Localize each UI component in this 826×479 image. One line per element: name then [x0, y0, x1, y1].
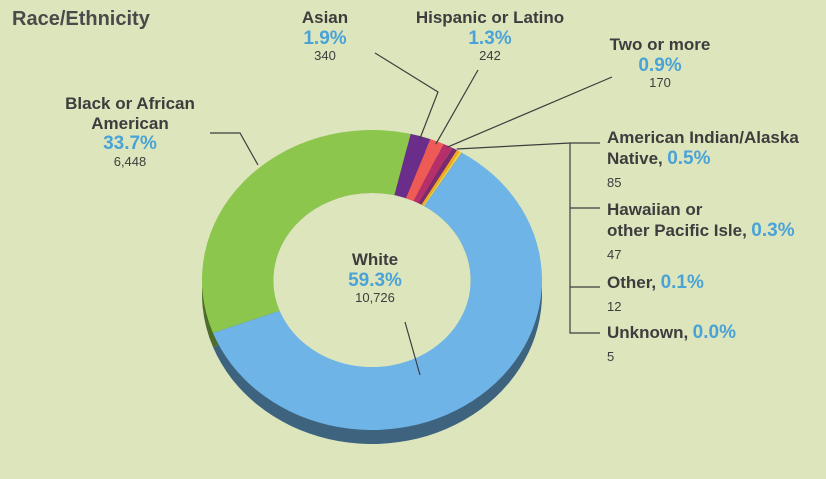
label-asian: Asian 1.9% 340: [275, 8, 375, 64]
label-asian-count: 340: [314, 48, 336, 64]
label-white: White 59.3% 10,726: [320, 250, 430, 306]
label-american-indian-count: 85: [607, 175, 622, 191]
label-unknown: Unknown, 0.0% 5: [607, 322, 736, 364]
donut-slice-8: [424, 152, 463, 207]
label-hawaiian-percent: 0.3%: [751, 220, 795, 242]
donut-slice-5: [418, 147, 458, 205]
donut-slice-0: [212, 152, 543, 430]
label-hawaiian: Hawaiian or other Pacific Isle, 0.3% 47: [607, 200, 795, 263]
label-hawaiian-count: 47: [607, 247, 622, 263]
label-black-percent: 33.7%: [103, 133, 157, 155]
leader-two-or-more: [447, 76, 613, 148]
label-hawaiian-line2: other Pacific Isle,: [607, 221, 747, 241]
label-two-or-more-name: Two or more: [609, 35, 711, 54]
label-white-name: White: [351, 250, 399, 269]
label-two-or-more: Two or more 0.9% 170: [595, 35, 725, 91]
donut-slice-4: [413, 143, 453, 204]
label-other-percent: 0.1%: [660, 272, 704, 293]
label-other-name: Other,: [607, 273, 657, 292]
label-american-indian-percent: 0.5%: [667, 148, 711, 170]
label-asian-percent: 1.9%: [303, 27, 347, 49]
leader-black: [210, 132, 259, 166]
label-black-name-line1: Black or African: [65, 94, 195, 113]
donut-slice-3: [405, 139, 444, 202]
label-asian-name: Asian: [301, 8, 349, 27]
label-hispanic-count: 242: [479, 48, 501, 64]
chart-title: Race/Ethnicity: [12, 8, 150, 30]
donut-hole: [273, 193, 471, 367]
leader-american-indian: [456, 142, 600, 150]
label-hawaiian-line1: Hawaiian or: [607, 200, 703, 219]
label-other: Other, 0.1% 12: [607, 272, 704, 314]
label-black: Black or African American 33.7% 6,448: [45, 94, 215, 170]
donut-slice-2: [394, 133, 431, 199]
leader-hispanic: [435, 69, 479, 145]
donut-slice-7: [422, 151, 462, 207]
label-unknown-name: Unknown,: [607, 323, 689, 342]
label-american-indian-line2: Native,: [607, 149, 663, 169]
label-black-name-line2: American: [91, 113, 169, 133]
label-hispanic-percent: 1.3%: [468, 27, 512, 49]
donut-slice-6: [421, 150, 460, 206]
leader-lines: [210, 52, 613, 376]
label-other-count: 12: [607, 298, 622, 314]
leader-white: [404, 321, 421, 376]
label-white-percent: 59.3%: [348, 269, 402, 291]
label-black-count: 6,448: [113, 153, 147, 169]
label-unknown-count: 5: [607, 348, 615, 364]
label-american-indian-line1: American Indian/Alaska: [607, 128, 799, 147]
leader-bracket: [569, 143, 600, 334]
donut-slice-1: [201, 129, 411, 333]
label-american-indian: American Indian/Alaska Native, 0.5% 85: [607, 128, 799, 191]
label-hispanic: Hispanic or Latino 1.3% 242: [400, 8, 580, 64]
label-hispanic-name: Hispanic or Latino: [415, 8, 565, 27]
label-white-count: 10,726: [355, 290, 395, 306]
label-two-or-more-count: 170: [649, 75, 671, 91]
label-two-or-more-percent: 0.9%: [638, 54, 682, 76]
label-unknown-percent: 0.0%: [692, 322, 736, 343]
leader-asian: [374, 52, 439, 140]
donut-slices: [201, 129, 543, 430]
